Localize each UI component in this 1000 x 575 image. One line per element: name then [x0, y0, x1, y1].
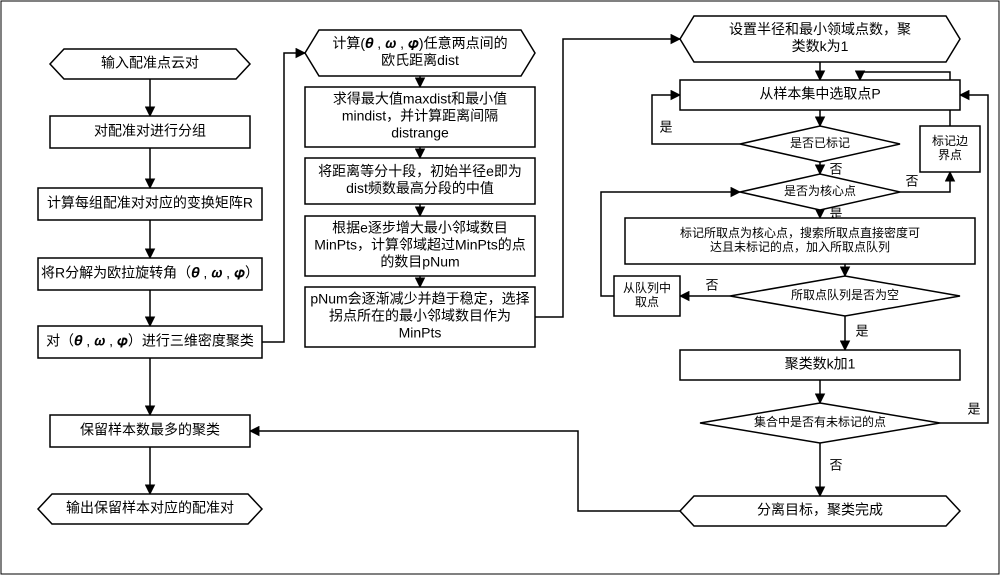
node-d2: 是否为核心点: [740, 174, 900, 210]
node-text: 对配准对进行分组: [94, 123, 206, 139]
node-n6: 保留样本数最多的聚类: [50, 415, 250, 447]
edge-label: 否: [905, 173, 918, 188]
edge-label: 是: [659, 119, 672, 134]
node-text: 标记所取点为核心点，搜索所取点直接密度可: [680, 225, 920, 240]
edge-label: 否: [829, 457, 842, 472]
node-text: 取点: [635, 295, 659, 309]
node-text: 的数目pNum: [380, 254, 459, 270]
node-text: 从样本集中选取点P: [759, 86, 880, 102]
node-text: distrange: [391, 125, 449, 141]
node-m5: pNum会逐渐减少并趋于稳定，选择拐点所在的最小邻域数目作为MinPts: [305, 287, 535, 347]
node-text: 标记边: [932, 134, 968, 148]
node-n7: 输出保留样本对应的配准对: [38, 494, 262, 524]
node-text: 所取点队列是否为空: [791, 287, 899, 302]
edge-label: 否: [829, 161, 842, 176]
node-n5: 对（𝜽 , 𝝎 , 𝝋）进行三维密度聚类: [38, 326, 262, 358]
edge-label: 是: [967, 401, 980, 416]
node-m2: 求得最大值maxdist和最小值mindist，并计算距离间隔distrange: [305, 87, 535, 147]
node-text: 是否为核心点: [784, 184, 856, 198]
node-r3: 标记所取点为核心点，搜索所取点直接密度可达且未标记的点，加入所取点队列: [625, 218, 975, 264]
node-text: mindist，并计算距离间隔: [342, 108, 498, 124]
node-text: 拐点所在的最小邻域数目作为: [329, 308, 511, 324]
node-text: 是否已标记: [790, 136, 850, 150]
node-r2: 从样本集中选取点P: [680, 80, 960, 110]
node-text: 保留样本数最多的聚类: [80, 422, 220, 438]
node-text: dist频数最高分段的中值: [346, 180, 494, 196]
node-text: 类数k为1: [792, 38, 849, 54]
node-text: 计算每组配准对对应的变换矩阵R: [47, 195, 253, 211]
node-r1: 设置半径和最小领域点数，聚类数k为1: [680, 16, 960, 62]
edge: [262, 53, 305, 342]
node-text: MinPts: [399, 325, 442, 341]
node-r4: 聚类数k加1: [680, 350, 960, 380]
node-d3: 所取点队列是否为空: [730, 276, 960, 316]
node-rB: 标记边界点: [920, 126, 980, 172]
node-text: 对（𝜽 , 𝝎 , 𝝋）进行三维密度聚类: [46, 333, 254, 349]
node-text: 欧氏距离dist: [381, 52, 459, 68]
node-text: pNum会逐渐减少并趋于稳定，选择: [310, 291, 529, 307]
node-n2: 对配准对进行分组: [50, 116, 250, 148]
node-text: 输入配准点云对: [101, 55, 199, 71]
node-text: 界点: [938, 148, 962, 162]
node-text: 从队列中: [623, 280, 671, 295]
node-m3: 将距离等分十段，初始半径e即为dist频数最高分段的中值: [305, 158, 535, 204]
node-rQ: 从队列中取点: [614, 276, 680, 316]
node-text: 根据e逐步增大最小邻域数目: [332, 220, 508, 236]
node-n4: 将R分解为欧拉旋转角（𝜽 , 𝝎 , 𝝋）: [38, 258, 262, 290]
node-text: 输出保留样本对应的配准对: [66, 500, 234, 516]
node-r5: 分离目标，聚类完成: [680, 496, 960, 526]
node-text: 聚类数k加1: [785, 356, 856, 372]
edge-label: 否: [705, 277, 718, 292]
node-m4: 根据e逐步增大最小邻域数目MinPts，计算邻域超过MinPts的点的数目pNu…: [305, 216, 535, 276]
node-text: 集合中是否有未标记的点: [754, 414, 886, 429]
node-text: 将R分解为欧拉旋转角（𝜽 , 𝝎 , 𝝋）: [41, 265, 259, 281]
node-m1: 计算(𝜽 , 𝝎 , 𝝋)任意两点间的欧氏距离dist: [305, 30, 535, 76]
node-text: 计算(𝜽 , 𝝎 , 𝝋)任意两点间的: [332, 35, 507, 51]
node-text: 分离目标，聚类完成: [757, 502, 883, 518]
node-text: 达且未标记的点，加入所取点队列: [710, 239, 890, 254]
node-d4: 集合中是否有未标记的点: [700, 403, 940, 443]
node-text: 设置半径和最小领域点数，聚: [729, 21, 911, 37]
edge-label: 是: [855, 323, 868, 338]
node-text: 将距离等分十段，初始半径e即为: [318, 163, 522, 179]
edge: [250, 431, 680, 511]
node-n1: 输入配准点云对: [50, 49, 250, 79]
node-d1: 是否已标记: [740, 126, 900, 162]
node-text: MinPts，计算邻域超过MinPts的点: [314, 237, 526, 253]
node-text: 求得最大值maxdist和最小值: [333, 91, 507, 107]
node-n3: 计算每组配准对对应的变换矩阵R: [38, 188, 262, 220]
